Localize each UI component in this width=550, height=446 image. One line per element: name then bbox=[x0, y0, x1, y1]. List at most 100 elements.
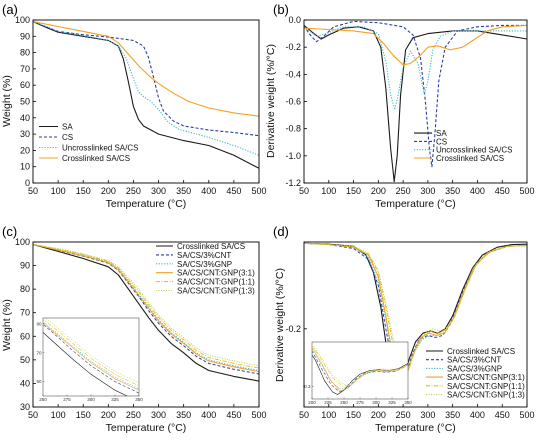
x-tick-label: 350 bbox=[176, 186, 191, 196]
x-tick-label: 450 bbox=[226, 410, 241, 420]
legend-label: SA/CS/CNT:GNP(1:1) bbox=[447, 382, 525, 391]
panel-a: (a) 50 100 150 200 250 300 350 400 450 500 0 10 20 30 4… bbox=[1, 2, 267, 210]
inset-series-line-crosslinked-sa-cs bbox=[312, 354, 408, 395]
y-tick-label: 20 bbox=[20, 145, 30, 155]
y-tick-label: 90 bbox=[20, 31, 30, 41]
inset-series-line-sa-cs-cnt-gnp-1-1 bbox=[312, 345, 408, 387]
x-tick-label: 50 bbox=[299, 410, 309, 420]
y-tick-label: 10 bbox=[20, 162, 30, 172]
x-axis-title: Temperature (°C) bbox=[106, 422, 187, 434]
legend-label: SA/CS/3%CNT bbox=[447, 356, 501, 365]
x-tick-label: 200 bbox=[371, 410, 386, 420]
x-tick-label: 200 bbox=[101, 186, 116, 196]
inset-x-tick-label: 300 bbox=[372, 400, 380, 405]
legend-label: SA/CS/CNT:GNP(1:3) bbox=[447, 391, 525, 400]
series-line-sa-cs-cnt-gnp-1-1 bbox=[304, 242, 527, 373]
y-tick-label: 60 bbox=[20, 331, 30, 341]
inset-y-tick-label: 80 bbox=[36, 321, 42, 326]
inset-y-tick-label: 70 bbox=[36, 350, 42, 355]
x-tick-label: 150 bbox=[76, 186, 91, 196]
legend-label: Crosslinked SA/CS bbox=[436, 154, 504, 163]
series-line-cs bbox=[304, 20, 527, 168]
y-tick-label: 30 bbox=[20, 129, 30, 139]
legend-label: SA bbox=[436, 129, 447, 138]
y-tick-label: -1.0 bbox=[285, 151, 301, 161]
inset-frame bbox=[311, 341, 409, 400]
x-tick-label: 150 bbox=[346, 186, 361, 196]
x-tick-label: 100 bbox=[51, 410, 66, 420]
y-tick-label: 80 bbox=[20, 48, 30, 58]
x-tick-label: 400 bbox=[201, 410, 216, 420]
legend-label: Uncrosslinked SA/CS bbox=[436, 146, 512, 155]
y-axis-title: Weight (%) bbox=[1, 299, 13, 351]
series-line-cs bbox=[33, 21, 259, 137]
inset-x-tick-label: 300 bbox=[87, 397, 95, 402]
legend-label: SA/CS/3%GNP bbox=[447, 364, 502, 373]
plot-frame bbox=[32, 241, 260, 408]
legend-label: SA/CS/CNT:GNP(1:3) bbox=[177, 287, 255, 296]
series-line-sa bbox=[304, 24, 527, 183]
inset-curves bbox=[43, 318, 139, 396]
series-line-sa bbox=[33, 21, 259, 169]
x-tick-label: 400 bbox=[470, 410, 485, 420]
x-tick-label: 250 bbox=[396, 186, 411, 196]
x-tick-label: 400 bbox=[201, 186, 216, 196]
inset-series-line-sa-cs-3-gnp bbox=[312, 348, 408, 390]
legend-label: SA/CS/CNT:GNP(3:1) bbox=[177, 269, 255, 278]
x-tick-label: 300 bbox=[151, 186, 166, 196]
y-tick-label: 40 bbox=[20, 378, 30, 388]
y-tick-label: -1.2 bbox=[285, 178, 301, 188]
inset-series-line-sa-cs-3-cnt bbox=[312, 350, 408, 393]
x-tick-label: 450 bbox=[495, 186, 510, 196]
legend-label: Uncrosslinked SA/CS bbox=[62, 144, 138, 153]
panel-label: (d) bbox=[273, 224, 289, 239]
inset-x-tick-label: 225 bbox=[324, 400, 332, 405]
curves bbox=[304, 242, 527, 393]
inset-y-tick-label: -0.3 bbox=[303, 384, 311, 389]
y-axis-title: Derivative weight (%/°C) bbox=[274, 268, 286, 382]
inset-x-tick-label: 350 bbox=[404, 400, 412, 405]
inset-x-tick-label: 275 bbox=[63, 397, 71, 402]
y-tick-label: 40 bbox=[20, 113, 30, 123]
series-line-crosslinked-sa-cs bbox=[33, 243, 259, 382]
series-line-sa-cs-cnt-gnp-3-1 bbox=[304, 242, 527, 384]
legend-label: CS bbox=[62, 133, 73, 142]
inset-x-tick-label: 200 bbox=[308, 400, 316, 405]
x-tick-label: 500 bbox=[519, 410, 534, 420]
legend-label: SA bbox=[62, 123, 73, 132]
x-tick-label: 350 bbox=[176, 410, 191, 420]
x-tick-label: 300 bbox=[420, 410, 435, 420]
x-tick-label: 250 bbox=[126, 410, 141, 420]
legend-label: Crosslinked SA/CS bbox=[177, 242, 245, 251]
series-line-crosslinked-sa-cs bbox=[304, 24, 527, 66]
inset-curves bbox=[312, 344, 408, 395]
panel-b: (b) 50 100 150 200 250 300 350 400 450 500 0.0 -0.2 -… bbox=[265, 2, 535, 210]
series-line-sa-cs-3-cnt bbox=[304, 242, 527, 386]
x-tick-label: 50 bbox=[299, 186, 309, 196]
inset-plot: 250 275 300 325 350 60 70 80 bbox=[36, 317, 143, 402]
inset-series-line-sa-cs-3-gnp bbox=[43, 321, 139, 390]
y-tick-label: 60 bbox=[20, 80, 30, 90]
y-tick-label: 30 bbox=[20, 402, 30, 412]
legend-label: Crosslinked SA/CS bbox=[447, 347, 515, 356]
inset-plot: 200 225 250 275 300 325 350 -0.3 bbox=[303, 341, 412, 405]
y-tick-label: 70 bbox=[20, 308, 30, 318]
y-tick-label: 50 bbox=[20, 97, 30, 107]
x-tick-label: 200 bbox=[371, 186, 386, 196]
plot-frame bbox=[303, 241, 528, 408]
x-axis-title: Temperature (°C) bbox=[106, 198, 187, 210]
x-tick-label: 200 bbox=[101, 410, 116, 420]
x-axis-title: Temperature (°C) bbox=[375, 422, 456, 434]
y-tick-label: 70 bbox=[20, 64, 30, 74]
curves bbox=[304, 20, 527, 183]
inset-frame bbox=[42, 317, 140, 397]
x-tick-label: 500 bbox=[519, 186, 534, 196]
x-tick-label: 300 bbox=[420, 186, 435, 196]
y-tick-label: -0.2 bbox=[285, 324, 301, 334]
x-tick-label: 250 bbox=[396, 410, 411, 420]
inset-x-tick-label: 325 bbox=[388, 400, 396, 405]
legend-label: SA/CS/CNT:GNP(3:1) bbox=[447, 373, 525, 382]
